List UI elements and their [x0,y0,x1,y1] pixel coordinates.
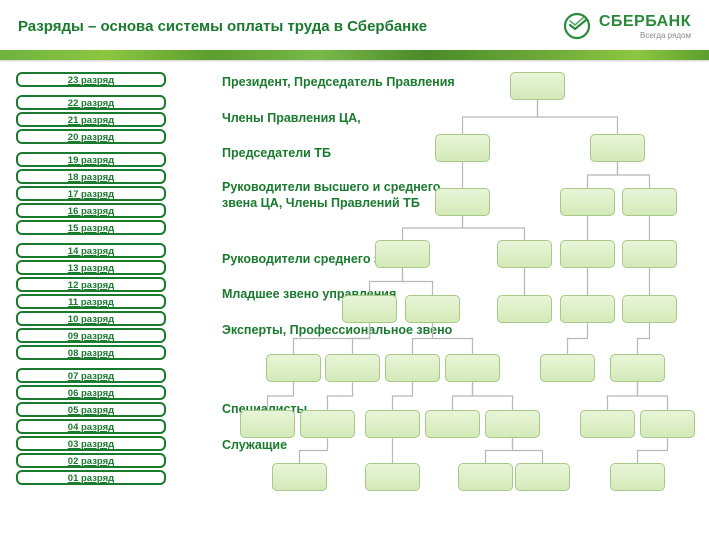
grade-item: 04 разряд [16,419,166,434]
grades-column: 23 разряд 22 разряд 21 разряд 20 разряд 19 р… [16,72,166,493]
grade-item: 07 разряд [16,368,166,383]
org-node [425,410,480,438]
tree-edge [486,438,513,463]
tree-edge [588,162,618,188]
grade-group: 14 разряд 13 разряд 12 разряд 11 разряд 10 р… [16,243,166,360]
org-node [640,410,695,438]
tree-edge [463,216,525,240]
tree-edge [393,382,413,410]
grade-item: 02 разряд [16,453,166,468]
org-node [365,463,420,491]
org-node [435,134,490,162]
grade-item: 19 разряд [16,152,166,167]
org-node [610,463,665,491]
tree-edge [328,382,353,410]
logo-text-main: СБЕРБАНК [599,13,691,31]
tree-edge [618,162,650,188]
grade-item: 15 разряд [16,220,166,235]
tree-edge [370,268,403,295]
tree-edge [403,268,433,295]
tree-edge [433,323,473,354]
tree-edge [638,323,650,354]
org-node [365,410,420,438]
grade-group: 07 разряд 06 разряд 05 разряд 04 разряд 03 р… [16,368,166,485]
tree-edge [568,323,588,354]
org-node [580,410,635,438]
org-node [560,188,615,216]
tree-edge [538,100,618,134]
tree-edge [463,100,538,134]
tree-edge [403,216,463,240]
tree-edge [513,438,543,463]
tree-edge [453,382,473,410]
org-node [560,240,615,268]
grade-item: 12 разряд [16,277,166,292]
org-node [266,354,321,382]
grade-item: 13 разряд [16,260,166,275]
grade-item: 21 разряд [16,112,166,127]
org-node [240,410,295,438]
org-node [610,354,665,382]
org-tree [210,60,700,532]
tree-edge [300,438,328,463]
org-node [590,134,645,162]
grade-item: 20 разряд [16,129,166,144]
tree-edge [608,382,638,410]
org-node [300,410,355,438]
org-node [375,240,430,268]
org-node [622,188,677,216]
tree-edge [353,323,370,354]
org-node [485,410,540,438]
org-node [497,295,552,323]
org-node [325,354,380,382]
org-node [405,295,460,323]
logo: СБЕРБАНК Всегда рядом [563,12,691,40]
org-node [515,463,570,491]
grade-item: 09 разряд [16,328,166,343]
grade-item: 08 разряд [16,345,166,360]
org-node [435,188,490,216]
org-node [458,463,513,491]
grade-item: 03 разряд [16,436,166,451]
grade-item: 17 разряд [16,186,166,201]
org-node [272,463,327,491]
org-node [622,240,677,268]
grade-group: 22 разряд 21 разряд 20 разряд [16,95,166,144]
tree-edge [473,382,513,410]
header: Разряды – основа системы оплаты труда в … [0,0,709,50]
grade-item: 01 разряд [16,470,166,485]
grade-item: 18 разряд [16,169,166,184]
accent-bar [0,50,709,60]
tree-edge [638,382,668,410]
tree-edge [268,382,294,410]
grade-item: 16 разряд [16,203,166,218]
org-node [622,295,677,323]
grade-item: 10 разряд [16,311,166,326]
grade-item: 14 разряд [16,243,166,258]
page-title: Разряды – основа системы оплаты труда в … [18,18,427,35]
grade-group: 23 разряд [16,72,166,87]
grade-item: 23 разряд [16,72,166,87]
grade-item: 11 разряд [16,294,166,309]
grade-item: 06 разряд [16,385,166,400]
logo-text-sub: Всегда рядом [640,31,691,40]
org-node [497,240,552,268]
org-node [385,354,440,382]
tree-edge [638,438,668,463]
grade-group: 19 разряд 18 разряд 17 разряд 16 разряд 15 р… [16,152,166,235]
org-node [540,354,595,382]
sberbank-logo-icon [563,12,591,40]
grade-item: 22 разряд [16,95,166,110]
org-node [445,354,500,382]
org-node [342,295,397,323]
content: 23 разряд 22 разряд 21 разряд 20 разряд 19 р… [0,60,709,532]
org-node [560,295,615,323]
grade-item: 05 разряд [16,402,166,417]
tree-edge [413,323,433,354]
org-node [510,72,565,100]
